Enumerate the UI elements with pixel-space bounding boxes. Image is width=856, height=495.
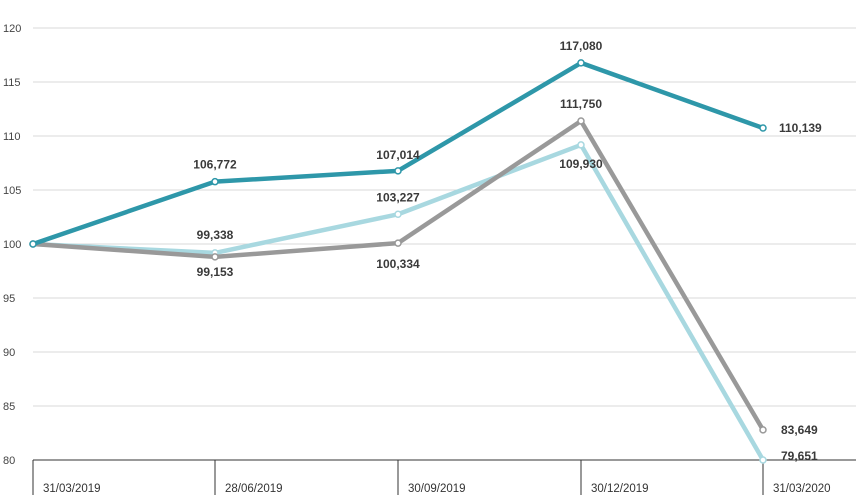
data-point [29, 240, 37, 248]
data-point [759, 124, 767, 132]
data-label: 100,334 [376, 257, 420, 271]
data-point [394, 239, 402, 247]
x-tick-label: 30/09/2019 [408, 483, 466, 495]
data-label: 117,080 [560, 39, 603, 53]
data-label: 106,772 [193, 158, 237, 172]
y-axis-ticks: 80 85 90 95 100 105 110 115 120 [3, 23, 21, 467]
data-label: 109,930 [559, 157, 603, 171]
x-tick-label: 28/06/2019 [225, 483, 283, 495]
series-layer [29, 59, 767, 464]
data-label: 110,139 [779, 121, 822, 135]
data-label: 99,338 [197, 228, 234, 242]
data-label: 99,153 [197, 265, 234, 279]
y-tick-label: 90 [3, 347, 15, 359]
data-label: 107,014 [376, 148, 420, 162]
data-labels: 106,772 107,014 117,080 110,139 99,153 100,33… [193, 39, 822, 463]
y-tick-label: 120 [3, 23, 21, 35]
x-tick-label: 30/12/2019 [591, 483, 649, 495]
y-tick-label: 105 [3, 185, 21, 197]
data-point [211, 253, 219, 261]
data-label: 103,227 [376, 190, 420, 204]
x-tick-label: 31/03/2020 [773, 483, 831, 495]
x-axis: 31/03/2019 28/06/2019 30/09/2019 30/12/2019… [32, 459, 856, 495]
data-point [394, 210, 402, 219]
y-tick-label: 95 [3, 293, 15, 305]
y-tick-label: 85 [3, 401, 15, 413]
y-tick-label: 80 [3, 455, 15, 467]
data-point [759, 456, 767, 464]
y-tick-label: 115 [3, 77, 21, 89]
data-point [577, 117, 585, 125]
data-point [211, 177, 219, 186]
data-label: 111,750 [560, 97, 602, 111]
data-point [577, 59, 585, 67]
data-point [759, 426, 767, 434]
data-label: 79,651 [781, 449, 818, 463]
data-point [394, 167, 402, 175]
y-tick-label: 100 [3, 239, 21, 251]
x-tick-label: 31/03/2019 [43, 483, 101, 495]
data-label: 83,649 [781, 423, 818, 437]
grid-layer [33, 27, 856, 407]
y-tick-label: 110 [3, 131, 21, 143]
data-point [577, 141, 585, 149]
